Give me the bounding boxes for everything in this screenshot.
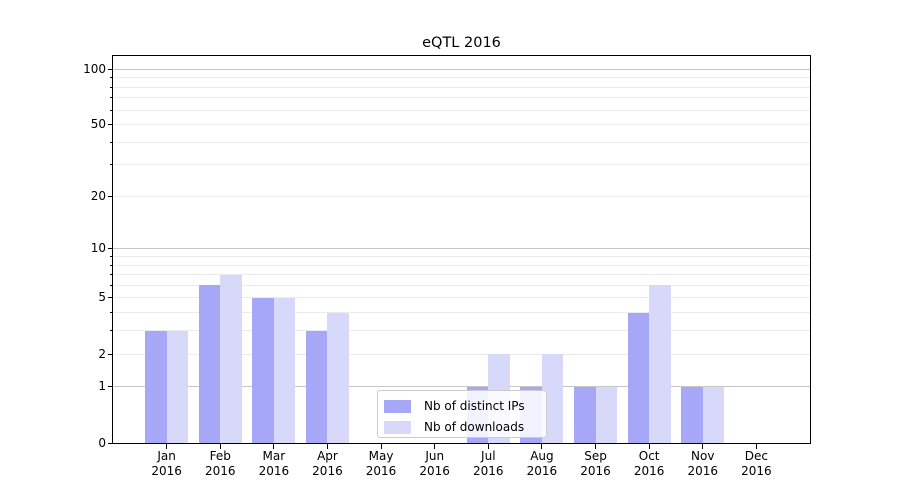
x-tick [595,444,597,449]
y-tick-label: 1 [98,379,106,394]
x-tick [273,444,275,449]
legend-label-downloads: Nb of downloads [424,420,525,434]
x-tick [219,444,221,449]
x-tick [541,444,543,449]
minor-gridline [113,353,810,355]
minor-gridline [113,256,810,258]
bar-downloads-apr [327,312,349,443]
minor-gridline [113,297,810,299]
minor-gridline [113,284,810,286]
y-tick-label: 100 [83,61,106,76]
x-tick-label: Jun 2016 [419,449,450,478]
x-tick [755,444,757,449]
bar-downloads-mar [273,297,296,443]
x-tick-label: Apr 2016 [312,449,343,478]
x-tick [380,444,382,449]
y-minor-tick [110,97,113,99]
x-tick-label: Jan 2016 [151,449,182,478]
legend-label-distinct-ips: Nb of distinct IPs [424,399,525,413]
y-minor-tick [110,284,113,286]
x-tick [326,444,328,449]
y-minor-tick [110,141,113,143]
minor-gridline [113,86,810,88]
y-minor-tick [110,109,113,111]
bar-downloads-feb [220,274,242,443]
x-tick-label: Feb 2016 [204,449,236,478]
minor-gridline [113,109,810,111]
legend-swatch-downloads [384,420,411,434]
minor-gridline [113,195,810,197]
plot-area [112,55,811,444]
major-gridline [113,68,810,70]
x-tick [487,444,489,449]
y-tick-label: 5 [98,290,106,305]
legend: Nb of distinct IPs Nb of downloads [377,390,547,438]
bar-distinct-ips-nov [681,386,703,443]
x-tick-label: Nov 2016 [687,449,719,478]
x-tick-label: Oct 2016 [633,449,665,478]
minor-gridline [113,274,810,276]
y-minor-tick [110,77,113,79]
y-tick-label: 0 [98,435,106,450]
x-tick [434,444,436,449]
y-tick [108,248,113,250]
minor-gridline [113,77,810,79]
x-tick [702,444,704,449]
bar-downloads-jan [166,330,189,443]
chart-title: eQTL 2016 [422,35,501,51]
y-tick-label: 20 [90,188,106,203]
y-tick-label: 50 [90,117,106,132]
y-tick [108,442,113,444]
y-tick [108,68,113,70]
x-tick-label: Dec 2016 [741,449,772,478]
minor-gridline [113,164,810,166]
x-tick-label: Jul 2016 [473,449,504,478]
major-gridline [113,248,810,250]
x-tick-label: Sep 2016 [580,449,611,478]
x-tick-label: Mar 2016 [258,449,290,478]
legend-swatch-distinct-ips [384,399,411,413]
legend-item: Nb of downloads [384,418,546,436]
major-gridline [113,386,810,388]
minor-gridline [113,97,810,99]
minor-gridline [113,330,810,332]
minor-gridline [113,124,810,126]
x-tick [166,444,168,449]
bar-downloads-nov [702,386,725,443]
y-minor-tick [110,256,113,258]
y-minor-tick [110,297,113,299]
y-minor-tick [110,164,113,166]
y-minor-tick [110,312,113,314]
y-minor-tick [110,195,113,197]
bar-distinct-ips-oct [627,312,650,443]
legend-item: Nb of distinct IPs [384,397,546,415]
bar-distinct-ips-mar [252,297,274,443]
y-tick-label: 2 [98,346,106,361]
bar-distinct-ips-feb [198,285,221,443]
bar-downloads-oct [649,285,671,443]
y-minor-tick [110,274,113,276]
y-tick-label: 10 [90,241,106,256]
y-tick [108,386,113,388]
y-minor-tick [110,124,113,126]
bar-downloads-sep [595,386,617,443]
minor-gridline [113,141,810,143]
y-minor-tick [110,330,113,332]
bar-downloads-aug [541,354,564,443]
x-tick-label: Aug 2016 [526,449,558,478]
bar-distinct-ips-apr [306,330,328,443]
bar-distinct-ips-sep [574,386,596,443]
x-tick-label: May 2016 [365,449,397,478]
bar-distinct-ips-jan [145,330,167,443]
x-tick [648,444,650,449]
y-minor-tick [110,353,113,355]
y-minor-tick [110,264,113,266]
minor-gridline [113,264,810,266]
minor-gridline [113,312,810,314]
y-minor-tick [110,86,113,88]
